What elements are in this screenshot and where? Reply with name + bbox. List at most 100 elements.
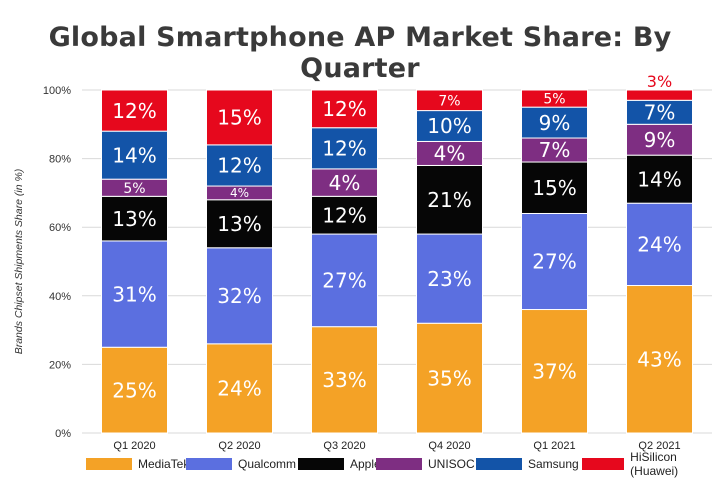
data-label-mediatek-0: 25% (112, 378, 156, 402)
data-label-apple-0: 13% (112, 207, 156, 231)
x-tick-label-5: Q2 2021 (638, 440, 680, 452)
data-label-qualcomm-3: 23% (427, 267, 471, 291)
bar-segment-mediatek-5 (626, 285, 693, 434)
data-label-mediatek-2: 33% (322, 368, 366, 392)
bar-segment-qualcomm-4 (521, 212, 588, 311)
legend-label: MediaTek (138, 457, 190, 471)
chart-title: Global Smartphone AP Market Share: By Qu… (48, 22, 672, 84)
data-label-hisilicon-huawei--3: 7% (438, 93, 460, 109)
bar-segment-mediatek-1 (206, 343, 273, 434)
y-axis-title: Brands Chipset Shipments Share (in %) (13, 169, 25, 355)
data-label-mediatek-1: 24% (217, 377, 261, 401)
bar-segment-mediatek-3 (416, 322, 483, 434)
data-label-qualcomm-4: 27% (532, 250, 576, 274)
data-label-hisilicon-huawei--0: 12% (112, 99, 156, 123)
bar-segment-samsung-2 (311, 127, 378, 170)
data-label-mediatek-5: 43% (637, 347, 681, 371)
bar-segment-mediatek-0 (101, 346, 168, 434)
data-label-unisoc-3: 4% (434, 142, 466, 166)
data-label-hisilicon-huawei--1: 15% (217, 106, 261, 130)
bar-segment-qualcomm-5 (626, 202, 693, 287)
bar-segment-apple-3 (416, 164, 483, 235)
legend-swatch (298, 458, 344, 470)
data-label-qualcomm-1: 32% (217, 284, 261, 308)
data-label-qualcomm-5: 24% (637, 233, 681, 257)
data-label-hisilicon-huawei--2: 12% (322, 97, 366, 121)
bar-segment-unisoc-2 (311, 168, 378, 197)
legend-swatch (86, 458, 132, 470)
data-label-qualcomm-2: 27% (322, 269, 366, 293)
legend-swatch (582, 458, 625, 470)
y-tick-label-40: 40% (49, 291, 71, 303)
bar-segment-hisilicon-huawei--4 (521, 89, 588, 108)
data-label-samsung-1: 12% (217, 154, 261, 178)
bar-segment-apple-4 (521, 161, 588, 214)
legend-label: HiSilicon (Huawei) (630, 450, 679, 478)
stacked-bar-chart: 0% 20% 40% 60% 80% 100% Brands Chipset Shipmen… (13, 72, 712, 452)
data-label-unisoc-2: 4% (329, 171, 361, 195)
bar-segment-hisilicon-huawei--0 (101, 89, 168, 132)
legend-label: Samsung (528, 457, 579, 471)
bar-segment-mediatek-2 (311, 326, 378, 434)
data-label-unisoc-5: 9% (644, 128, 676, 152)
data-label-apple-5: 14% (637, 167, 681, 191)
bar-segment-samsung-4 (521, 106, 588, 139)
legend-label: Apple (350, 457, 381, 471)
bar-segment-mediatek-4 (521, 309, 588, 434)
legend-item-mediatek: MediaTek (86, 456, 189, 472)
bar-segment-unisoc-5 (626, 123, 693, 156)
bar-segment-hisilicon-huawei--3 (416, 89, 483, 112)
y-tick-label-100: 100% (43, 85, 71, 97)
data-label-mediatek-3: 35% (427, 366, 471, 390)
chart-legend: MediaTek Qualcomm Apple UNISOC Samsung HiSili… (0, 450, 720, 478)
data-label-samsung-2: 12% (322, 137, 366, 161)
bar-segment-hisilicon-huawei--1 (206, 89, 273, 146)
x-tick-label-1: Q2 2020 (218, 440, 260, 452)
bar-segment-hisilicon-huawei--2 (311, 89, 378, 129)
data-label-hisilicon-huawei--4: 5% (543, 92, 565, 108)
data-label-apple-3: 21% (427, 188, 471, 212)
data-label-qualcomm-0: 31% (112, 282, 156, 306)
legend-item-hisilicon-huawei-: HiSilicon (Huawei) (582, 450, 720, 478)
data-label-mediatek-4: 37% (532, 359, 576, 383)
bar-segment-samsung-0 (101, 130, 168, 180)
bar-segment-apple-2 (311, 195, 378, 235)
bar-segment-hisilicon-huawei--5 (626, 89, 693, 101)
x-tick-label-2: Q3 2020 (323, 440, 365, 452)
data-label-unisoc-1: 4% (230, 186, 249, 200)
legend-item-samsung: Samsung (476, 456, 579, 472)
data-label-apple-4: 15% (532, 176, 576, 200)
y-tick-label-80: 80% (49, 154, 71, 166)
data-label-unisoc-4: 7% (539, 138, 571, 162)
bar-segment-unisoc-3 (416, 140, 483, 166)
legend-swatch (376, 458, 422, 470)
data-label-samsung-5: 7% (644, 100, 676, 124)
bar-segment-apple-1 (206, 199, 273, 249)
bar-segment-unisoc-4 (521, 137, 588, 163)
legend-label: UNISOC (428, 457, 475, 471)
bar-segment-qualcomm-3 (416, 233, 483, 324)
bar-segment-samsung-5 (626, 99, 693, 125)
y-tick-label-0: 0% (55, 428, 71, 440)
data-label-apple-2: 12% (322, 203, 366, 227)
x-tick-label-4: Q1 2021 (533, 440, 575, 452)
legend-swatch (186, 458, 232, 470)
x-tick-label-3: Q4 2020 (428, 440, 470, 452)
legend-item-qualcomm: Qualcomm (186, 456, 296, 472)
data-label-samsung-3: 10% (427, 114, 471, 138)
legend-label: Qualcomm (238, 457, 297, 471)
data-label-apple-1: 13% (217, 212, 261, 236)
data-label-unisoc-0: 5% (123, 181, 145, 197)
x-tick-label-0: Q1 2020 (113, 440, 155, 452)
y-tick-label-60: 60% (49, 222, 71, 234)
legend-item-unisoc: UNISOC (376, 456, 475, 472)
legend-swatch (476, 458, 522, 470)
bar-segment-qualcomm-2 (311, 233, 378, 328)
bar-segment-apple-5 (626, 154, 693, 204)
bar-segment-samsung-1 (206, 144, 273, 187)
data-label-samsung-4: 9% (539, 111, 571, 135)
y-tick-label-20: 20% (49, 359, 71, 371)
legend-item-apple: Apple (298, 456, 381, 472)
data-label-samsung-0: 14% (112, 143, 156, 167)
data-label-hisilicon-huawei--5: 3% (647, 72, 672, 91)
